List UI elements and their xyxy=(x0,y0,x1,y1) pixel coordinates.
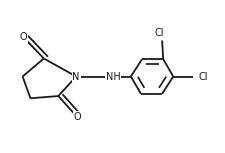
Text: Cl: Cl xyxy=(198,71,207,82)
Text: N: N xyxy=(72,71,79,82)
Text: O: O xyxy=(20,32,27,42)
Text: Cl: Cl xyxy=(153,28,163,38)
Text: O: O xyxy=(73,112,81,122)
Text: NH: NH xyxy=(105,71,120,82)
